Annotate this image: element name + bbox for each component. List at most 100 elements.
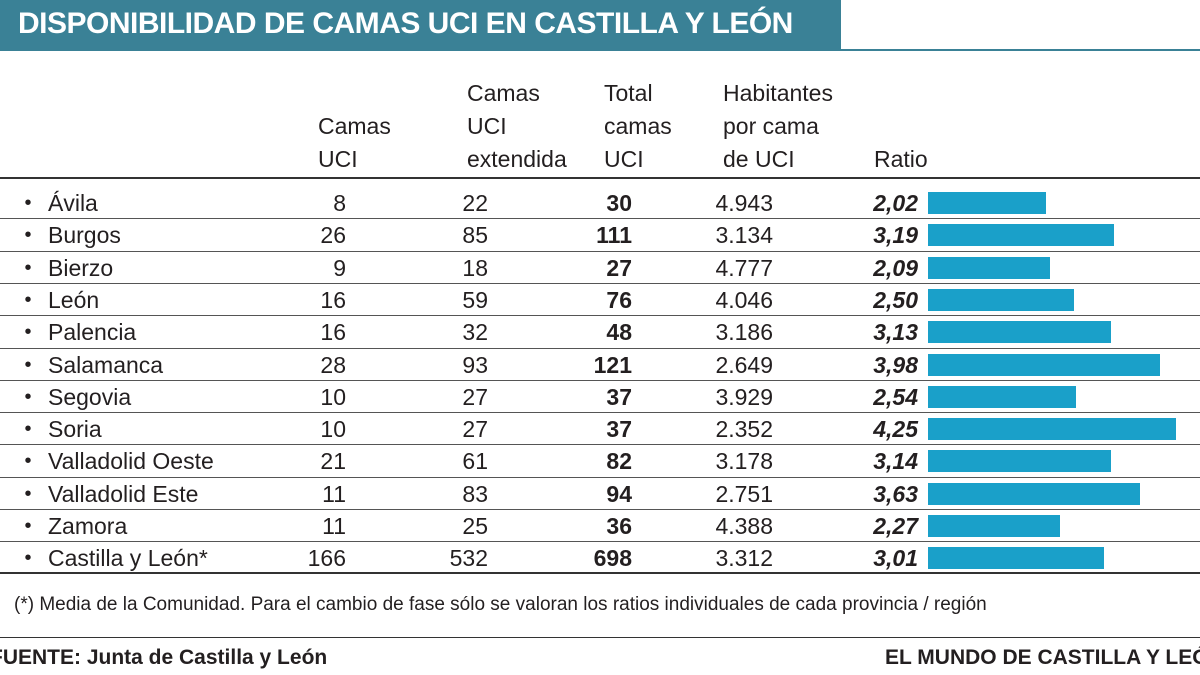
ratio-bar [928, 515, 1060, 537]
row-name: Zamora [48, 513, 128, 539]
camas-uci-value: 11 [322, 513, 346, 539]
row-divider [0, 541, 1200, 543]
camas-extendida-value: 532 [449, 545, 488, 572]
row-name: Valladolid Este [48, 480, 199, 507]
camas-uci-value: 26 [320, 222, 346, 249]
row-divider [0, 509, 1200, 510]
ratio-value: 3,01 [873, 545, 918, 572]
ratio-bar [928, 418, 1176, 441]
ratio-value: 3,14 [873, 448, 918, 475]
habitantes-value: 3.312 [715, 545, 773, 572]
camas-uci-value: 21 [320, 448, 346, 475]
ratio-bar [928, 450, 1111, 473]
ratio-value: 4,25 [873, 416, 918, 443]
row-divider [0, 379, 1200, 381]
camas-extendida-value: 83 [462, 480, 488, 507]
camas-uci-value: 9 [333, 254, 346, 281]
column-header-total: Total camas UCI [604, 80, 672, 172]
ratio-value: 2,27 [873, 513, 918, 539]
ratio-value: 2,02 [873, 190, 918, 216]
total-camas-value: 121 [593, 351, 632, 378]
row-name: Ávila [48, 190, 98, 216]
camas-uci-value: 166 [307, 545, 346, 572]
total-camas-value: 82 [606, 448, 632, 475]
camas-extendida-value: 22 [462, 190, 488, 216]
column-header-camas-uci: Camas UCI [318, 113, 391, 172]
habitantes-value: 3.178 [715, 448, 773, 475]
habitantes-value: 2.649 [715, 351, 773, 378]
habitantes-value: 3.134 [715, 222, 773, 249]
bullet-icon: • [24, 418, 32, 441]
camas-extendida-value: 59 [462, 286, 488, 313]
ratio-value: 2,09 [873, 254, 918, 281]
column-header-ratio: Ratio [874, 146, 928, 172]
camas-extendida-value: 27 [462, 416, 488, 443]
ratio-value: 3,98 [873, 351, 918, 378]
brand-credit: EL MUNDO DE CASTILLA Y LEÓN [885, 646, 1200, 669]
camas-extendida-value: 85 [462, 222, 488, 249]
camas-extendida-value: 18 [462, 254, 488, 281]
habitantes-value: 4.046 [715, 286, 773, 313]
ratio-value: 3,19 [873, 222, 918, 249]
bullet-icon: • [24, 353, 32, 376]
header-rule [0, 177, 1200, 179]
ratio-bar [928, 288, 1074, 311]
habitantes-value: 3.186 [715, 319, 773, 346]
column-header-camas-extendida: Camas UCI extendida [467, 80, 567, 172]
title-rule [0, 49, 1200, 51]
ratio-value: 2,54 [873, 383, 918, 410]
bullet-icon: • [24, 192, 32, 214]
ratio-value: 3,13 [873, 319, 918, 346]
camas-uci-value: 10 [320, 416, 346, 443]
camas-uci-value: 28 [320, 351, 346, 378]
table-bottom-rule [0, 572, 1200, 574]
habitantes-value: 2.352 [715, 416, 773, 443]
row-name: León [48, 286, 100, 313]
total-camas-value: 27 [606, 254, 632, 281]
total-camas-value: 111 [596, 222, 632, 249]
bullet-icon: • [24, 256, 32, 279]
row-divider [0, 315, 1200, 317]
total-camas-value: 30 [606, 190, 632, 216]
row-divider [0, 218, 1200, 220]
ratio-bar [928, 482, 1140, 505]
ratio-bar [928, 353, 1160, 376]
total-camas-value: 37 [606, 416, 632, 443]
ratio-bar [928, 192, 1046, 214]
row-divider [0, 412, 1200, 414]
habitantes-value: 2.751 [715, 480, 773, 507]
row-name: Bierzo [48, 254, 114, 281]
ratio-value: 3,63 [873, 480, 918, 507]
total-camas-value: 48 [606, 319, 632, 346]
row-name: Castilla y León* [48, 545, 208, 572]
bullet-icon: • [24, 515, 32, 537]
source-credit: FUENTE: Junta de Castilla y León [0, 646, 328, 669]
total-camas-value: 36 [606, 513, 632, 539]
camas-extendida-value: 32 [462, 319, 488, 346]
camas-uci-value: 10 [320, 383, 346, 410]
total-camas-value: 76 [606, 286, 632, 313]
bullet-icon: • [24, 385, 32, 408]
title-bar: DISPONIBILIDAD DE CAMAS UCI EN CASTILLA … [0, 0, 841, 49]
habitantes-value: 4.388 [715, 513, 773, 539]
row-name: Segovia [48, 383, 132, 410]
camas-extendida-value: 25 [462, 513, 488, 539]
ratio-bar [928, 224, 1114, 247]
ratio-bar [928, 321, 1111, 344]
bullet-icon: • [24, 224, 32, 247]
row-name: Valladolid Oeste [48, 448, 214, 475]
row-name: Salamanca [48, 351, 164, 378]
habitantes-value: 3.929 [715, 383, 773, 410]
bullet-icon: • [24, 450, 32, 473]
bullet-icon: • [24, 547, 32, 570]
camas-uci-value: 11 [322, 480, 346, 507]
total-camas-value: 94 [606, 480, 632, 507]
camas-uci-value: 16 [320, 286, 346, 313]
ratio-bar [928, 547, 1104, 570]
row-divider [0, 444, 1200, 446]
row-name: Soria [48, 416, 102, 443]
camas-uci-value: 8 [333, 190, 346, 216]
footnote: (*) Media de la Comunidad. Para el cambi… [14, 594, 987, 615]
footer-rule [0, 637, 1200, 638]
row-divider [0, 476, 1200, 478]
